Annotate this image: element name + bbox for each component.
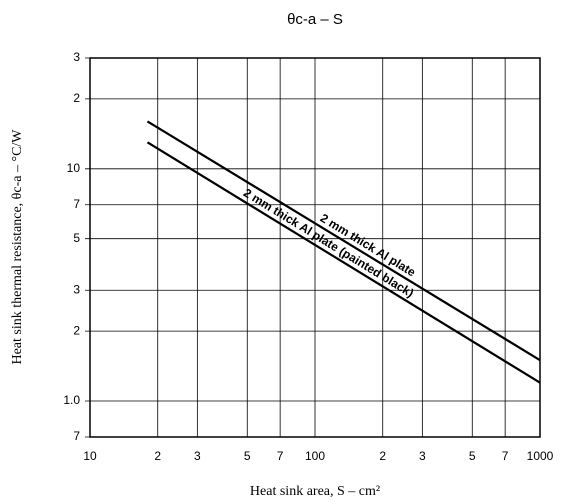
x-tick-label: 10 xyxy=(83,449,97,463)
x-tick-label: 3 xyxy=(194,449,201,463)
x-tick-label: 2 xyxy=(154,449,161,463)
y-axis-label: Heat sink thermal resistance, θc-a – °C/… xyxy=(10,129,25,365)
y-tick-label: 3 xyxy=(73,50,80,64)
chart-title: θc-a – S xyxy=(287,11,343,28)
x-tick-label: 100 xyxy=(305,449,325,463)
y-tick-label: 7 xyxy=(73,197,80,211)
y-tick-label: 5 xyxy=(73,231,80,245)
x-tick-label: 2 xyxy=(379,449,386,463)
x-tick-label: 5 xyxy=(469,449,476,463)
line-label: 2 mm thick Al plate (painted black) xyxy=(241,186,416,301)
x-tick-label: 7 xyxy=(502,449,509,463)
x-tick-label: 3 xyxy=(419,449,426,463)
series-line xyxy=(146,120,541,362)
x-tick-label: 7 xyxy=(277,449,284,463)
y-tick-label: 2 xyxy=(73,91,80,105)
x-tick-label: 1000 xyxy=(527,449,554,463)
y-tick-label: 10 xyxy=(67,161,81,175)
x-axis-label: Heat sink area, S – cm² xyxy=(250,484,380,499)
y-tick-label: 1.0 xyxy=(63,393,80,407)
y-tick-label: 2 xyxy=(73,323,80,337)
x-tick-label: 5 xyxy=(244,449,251,463)
y-tick-label: 3 xyxy=(73,282,80,296)
y-tick-label: 7 xyxy=(73,429,80,443)
series-line xyxy=(146,141,541,384)
